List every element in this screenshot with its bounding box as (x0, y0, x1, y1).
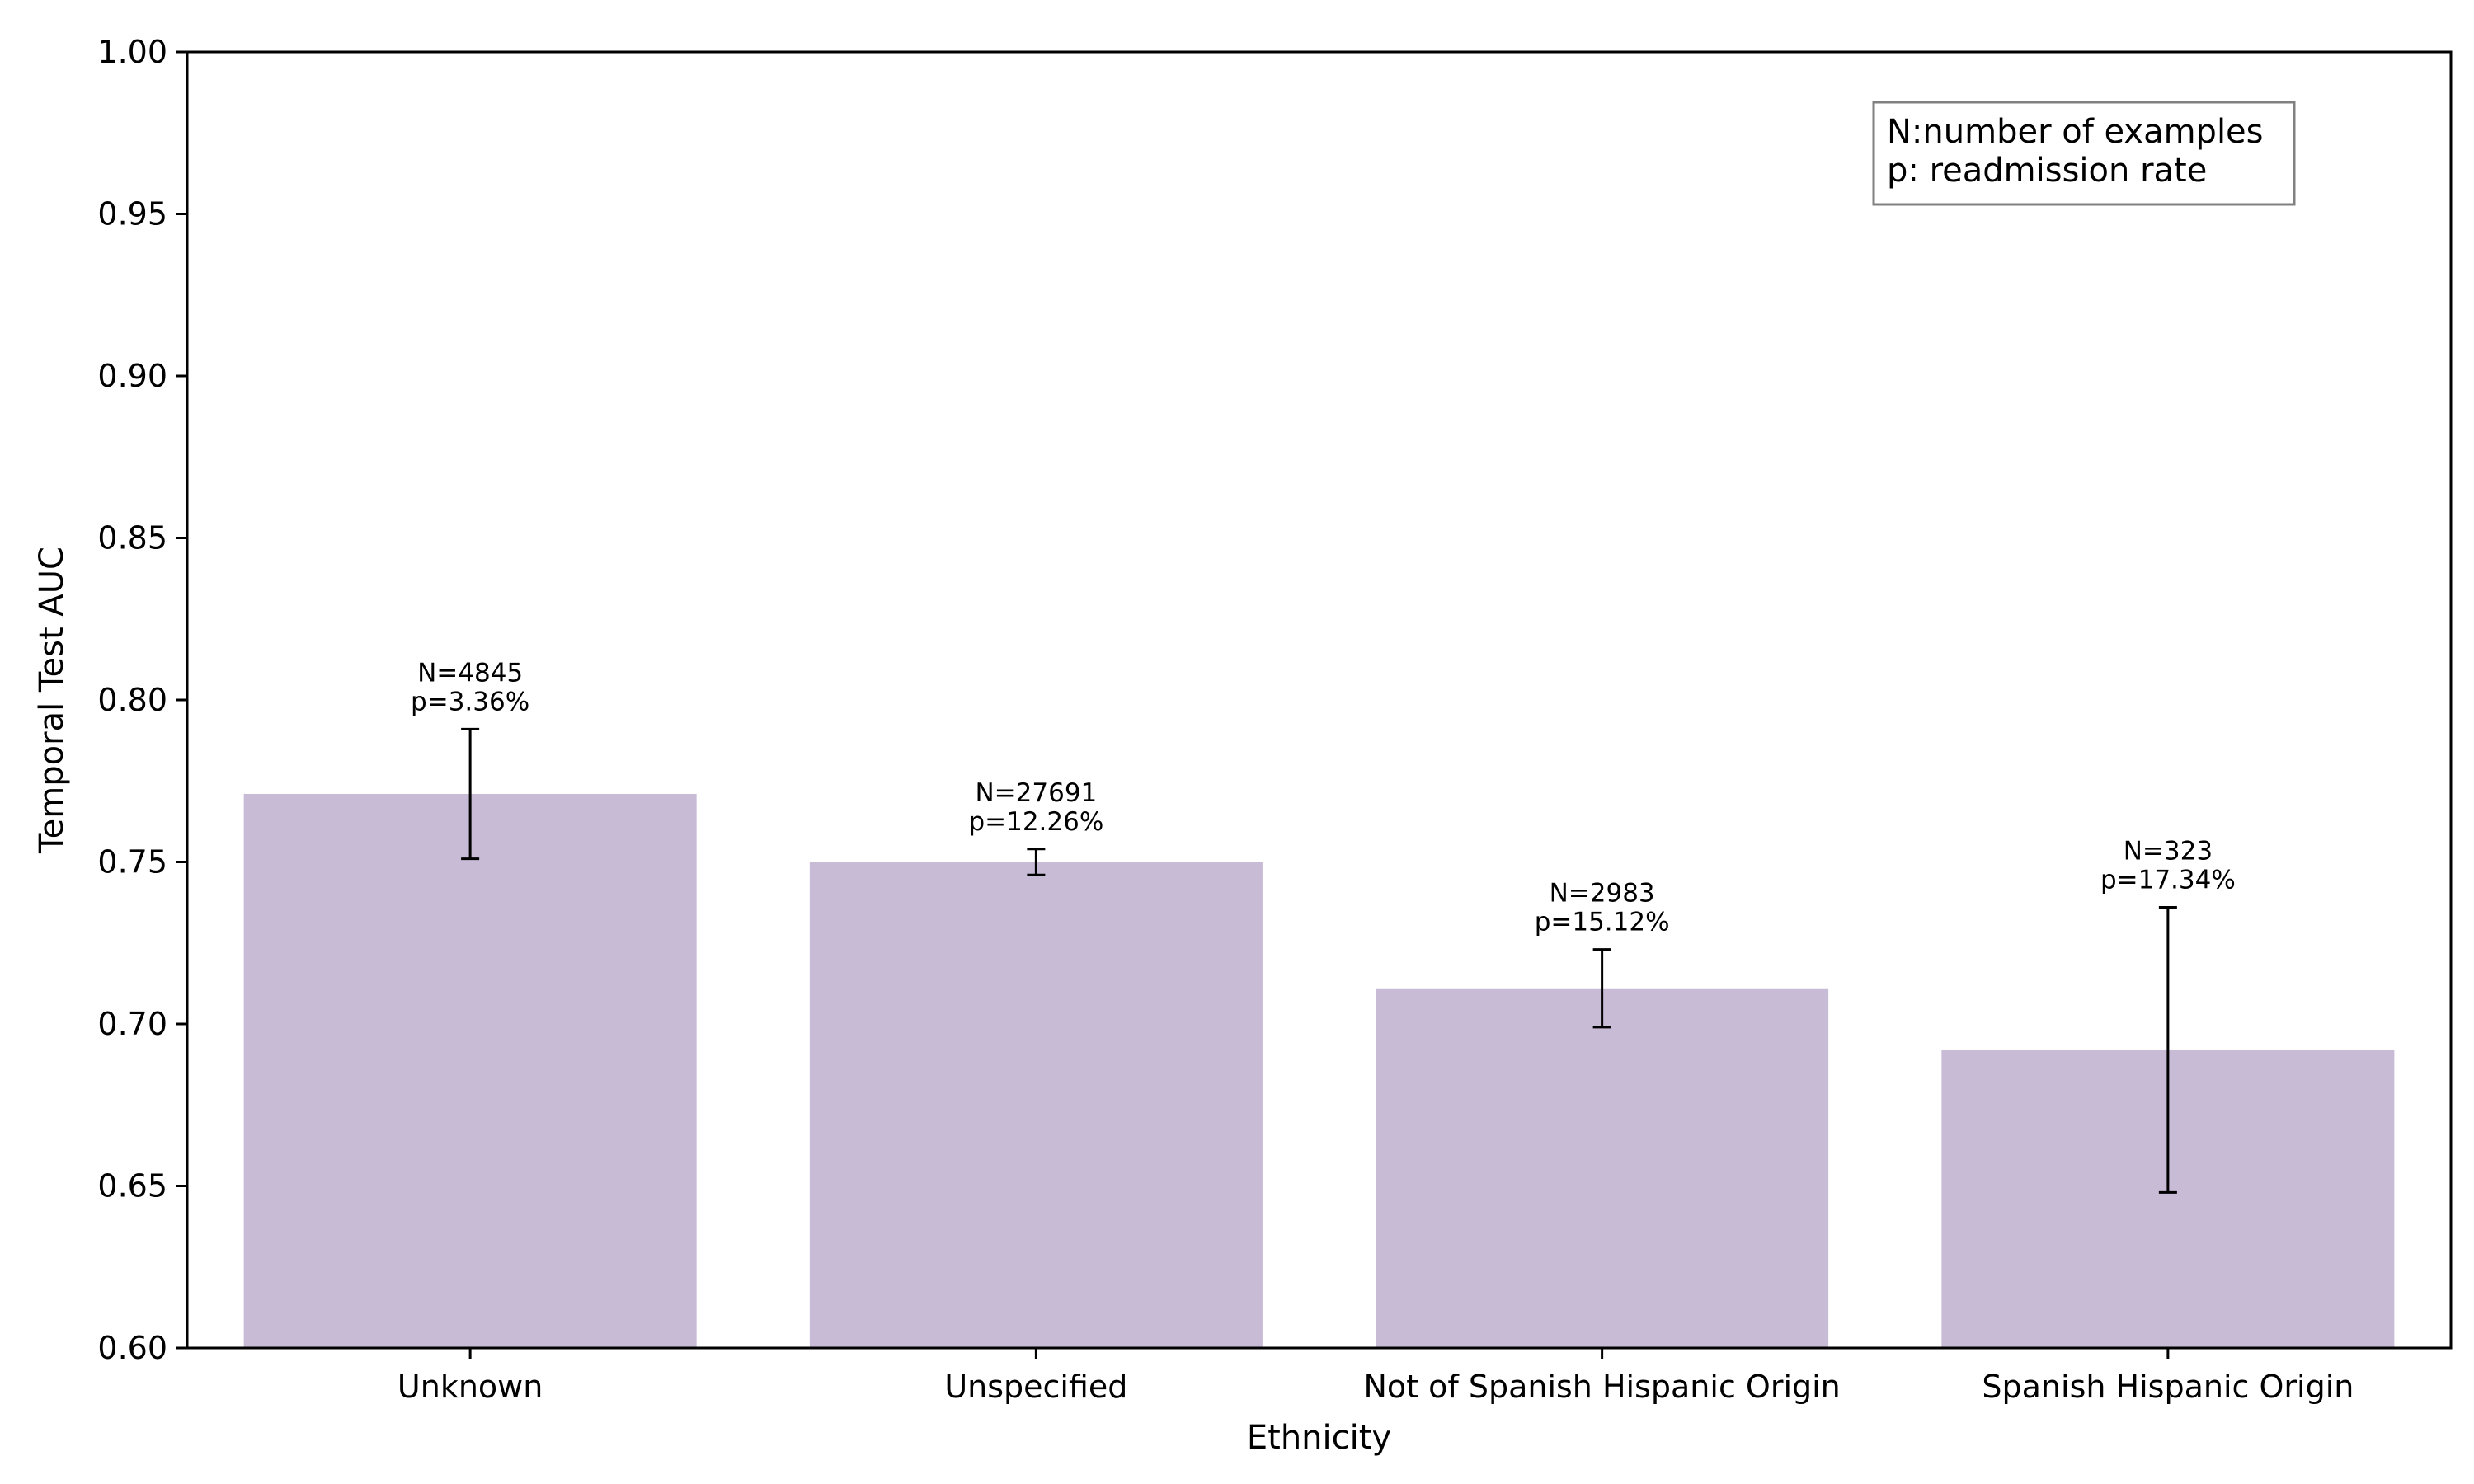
x-tick-label: Unspecified (944, 1369, 1127, 1405)
error-bars-layer (461, 727, 2177, 1194)
x-tick-label: Unknown (397, 1369, 543, 1405)
y-tick-label: 0.95 (97, 196, 167, 232)
y-tick-label: 0.90 (97, 358, 167, 394)
y-tick-label: 0.70 (97, 1006, 167, 1042)
legend: N:number of examples p: readmission rate (1872, 101, 2296, 206)
legend-line-rate: p: readmission rate (1887, 152, 2207, 190)
bar-annotation-p: p=12.26% (968, 807, 1103, 837)
x-axis-title: Ethnicity (1247, 1419, 1391, 1457)
y-tick-label: 0.65 (97, 1168, 167, 1205)
bar-annotation-p: p=17.34% (2100, 866, 2236, 895)
y-tick-label: 0.60 (97, 1330, 167, 1366)
bar (809, 862, 1263, 1348)
bar-annotation-n: N=323 (2124, 837, 2213, 866)
x-tick-label: Spanish Hispanic Origin (1982, 1369, 2354, 1405)
legend-box (1872, 101, 2296, 206)
y-tick-label: 0.80 (97, 682, 167, 718)
bar-annotation-n: N=4845 (417, 658, 523, 688)
y-tick-label: 1.00 (97, 34, 167, 70)
legend-line-examples: N:number of examples (1887, 113, 2264, 151)
bar-annotation-p: p=15.12% (1535, 908, 1670, 937)
bar-annotation-n: N=27691 (975, 778, 1097, 808)
bar-annotation-n: N=2983 (1550, 879, 1655, 909)
y-tick-label: 0.85 (97, 520, 167, 556)
bar (1376, 988, 1829, 1348)
x-tick-label: Not of Spanish Hispanic Origin (1363, 1369, 1840, 1405)
y-axis-title: Temporal Test AUC (33, 547, 71, 854)
bar-annotation-p: p=3.36% (411, 687, 529, 716)
axes-layer: 0.60 0.65 0.70 0.75 0.80 0.85 0.90 0.95 1.00 Unkn… (97, 34, 2453, 1405)
bars-layer (243, 793, 2395, 1348)
bar (243, 793, 697, 1348)
y-tick-label: 0.75 (97, 844, 167, 881)
